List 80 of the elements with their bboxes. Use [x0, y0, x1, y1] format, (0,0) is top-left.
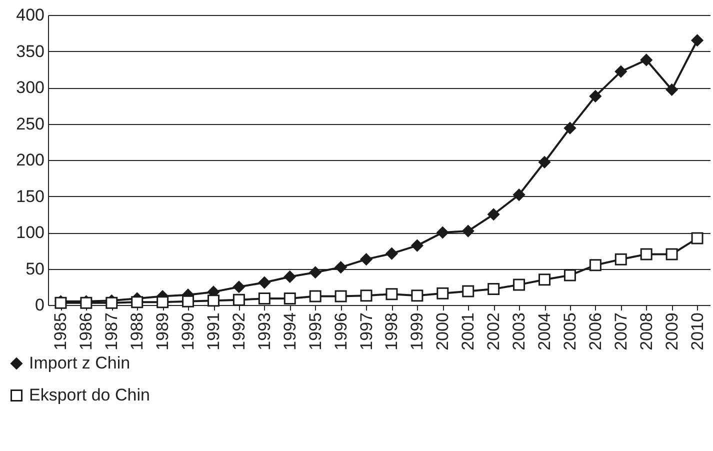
point: [386, 248, 398, 260]
point: [436, 226, 449, 238]
point: [564, 269, 576, 282]
point: [462, 225, 474, 238]
x-tick-label: 2002: [484, 312, 504, 350]
x-tick-label: 2000: [433, 312, 452, 350]
point: [334, 261, 347, 274]
x-tick-label: 1994: [280, 312, 300, 350]
point: [513, 188, 526, 201]
point: [462, 285, 474, 298]
x-tick-label: 2008: [636, 312, 656, 350]
point: [411, 290, 424, 302]
point: [208, 294, 220, 307]
x-tick-label: 2001: [458, 312, 478, 350]
x-tick-label: 1989: [153, 312, 172, 350]
point: [640, 248, 652, 260]
point: [131, 296, 144, 308]
x-tick-label: 2003: [510, 312, 529, 350]
point: [614, 253, 627, 266]
x-tick-label: 2007: [611, 312, 630, 350]
point: [182, 295, 194, 308]
x-tick-label: 1999: [408, 312, 427, 350]
x-tick-label: 2010: [688, 312, 707, 350]
point: [589, 90, 602, 102]
point: [488, 208, 500, 220]
x-tick-label: 1986: [76, 312, 96, 350]
point: [156, 296, 169, 308]
point: [411, 240, 424, 252]
point: [538, 156, 550, 168]
x-tick-label: 2004: [535, 312, 554, 350]
point: [386, 288, 398, 300]
y-tick-label: 150: [16, 186, 44, 206]
point: [258, 276, 270, 289]
point: [589, 259, 602, 272]
legend-label: Eksport do Chin: [29, 386, 150, 404]
y-tick-label: 250: [16, 114, 44, 134]
y-tick-label: 0: [35, 296, 44, 314]
x-tick-label: 1991: [204, 312, 223, 350]
x-tick-label: 1990: [178, 312, 198, 350]
point: [258, 292, 270, 304]
x-tick-label: 2006: [586, 312, 605, 350]
point: [513, 278, 526, 291]
point: [666, 248, 678, 260]
point: [232, 294, 245, 306]
point: [538, 274, 550, 286]
point: [640, 54, 652, 66]
legend-label: Import z Chin: [29, 354, 130, 372]
y-tick-label: 350: [16, 42, 44, 61]
y-tick-label: 50: [26, 259, 44, 278]
point: [614, 66, 627, 78]
point: [564, 122, 576, 134]
x-tick-label: 1985: [51, 312, 70, 350]
x-tick-label: 2009: [662, 312, 682, 350]
point: [360, 290, 372, 302]
point: [309, 266, 322, 278]
x-tick-label: 1993: [254, 312, 274, 350]
point: [360, 253, 372, 266]
x-tick-label: 1992: [229, 312, 248, 350]
point: [309, 290, 322, 302]
x-tick-label: 1997: [356, 312, 376, 350]
y-tick-label: 100: [16, 223, 44, 242]
point: [691, 232, 704, 244]
x-tick-label: 2005: [560, 312, 580, 350]
point: [334, 290, 347, 302]
x-tick-label: 1988: [128, 312, 147, 350]
x-tick-label: 1998: [382, 312, 402, 350]
x-tick-label: 1995: [306, 312, 325, 350]
point: [106, 296, 118, 309]
point: [488, 283, 500, 296]
y-tick-label: 200: [16, 150, 44, 170]
point: [284, 292, 296, 304]
x-tick-label: 1996: [331, 312, 350, 350]
y-tick-label: 400: [16, 6, 44, 24]
x-tick-label: 1987: [102, 312, 122, 350]
y-tick-label: 300: [16, 78, 44, 97]
point: [232, 280, 245, 293]
point: [666, 84, 678, 96]
point: [436, 287, 449, 300]
point: [284, 270, 296, 283]
point: [691, 34, 704, 46]
